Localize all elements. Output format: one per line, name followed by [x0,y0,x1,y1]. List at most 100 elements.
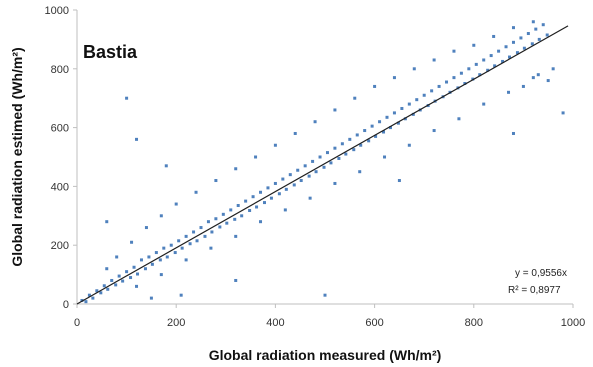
x-tick-label: 0 [74,317,80,329]
trendline [76,25,569,305]
data-point [392,111,396,115]
data-point [244,199,248,203]
data-point [486,68,490,72]
data-point [259,190,263,194]
trendline-equation: y = 0,9556x [515,268,567,279]
data-point [412,67,416,71]
data-point [114,283,118,287]
data-point [325,151,329,155]
data-point [117,274,121,278]
data-point [273,143,277,147]
data-point [322,165,326,169]
data-point [214,217,218,221]
data-point [358,170,362,174]
data-point [115,255,119,259]
data-point [162,246,166,250]
data-point [536,73,540,77]
data-point [388,126,392,130]
data-point [173,251,177,255]
data-point [269,196,273,200]
data-point [452,49,456,53]
data-point [218,225,222,229]
data-point [531,20,535,24]
r-squared-label: R² = 0,8977 [508,285,561,296]
data-point [411,112,415,116]
data-point [307,174,311,178]
x-tick-label: 800 [465,317,483,329]
data-point [174,202,178,206]
data-point [234,167,238,171]
data-point [251,195,255,199]
x-tick-label: 600 [365,317,383,329]
data-point [355,133,359,137]
data-point [180,246,184,250]
data-point [288,173,292,177]
data-point [370,124,374,128]
data-point [463,82,467,85]
data-point [407,143,411,147]
data-point [303,164,307,168]
data-point [210,230,214,234]
data-point [551,67,555,71]
data-point [254,155,258,159]
data-point [236,204,240,208]
data-point [149,296,153,300]
data-point [292,183,296,187]
data-point [323,293,327,297]
data-point [489,54,493,58]
y-tick-label: 600 [51,123,69,135]
y-tick-label: 400 [51,181,69,193]
data-point [378,120,382,124]
data-point [333,108,337,112]
data-point [392,76,396,80]
data-point [273,181,277,185]
data-point [281,177,285,181]
data-point [482,58,486,62]
data-point [169,243,173,247]
data-point [199,226,203,230]
y-tick-label: 1000 [45,5,69,17]
data-point [478,73,482,77]
data-point [225,221,229,225]
data-point [522,46,526,50]
data-point [329,161,333,165]
data-point [159,273,163,277]
data-point [233,217,237,221]
data-point [188,242,192,246]
data-point [125,270,129,274]
data-point [504,45,508,49]
data-point [492,34,496,38]
data-point [396,121,400,125]
data-point [373,84,377,88]
data-point [240,214,244,218]
data-point [308,196,312,200]
chart-title: Bastia [83,42,138,62]
data-point [105,267,109,271]
data-point [179,293,183,297]
data-points [80,20,565,304]
data-point [158,258,162,262]
data-point [209,246,213,250]
data-point [472,43,476,47]
data-point [383,155,387,159]
data-point [99,291,103,295]
y-tick-label: 200 [51,240,69,252]
data-point [497,49,501,53]
data-point [206,220,210,224]
data-point [299,179,303,183]
data-point [318,155,322,159]
data-point [385,115,389,119]
data-point [340,142,344,146]
data-point [221,212,225,216]
y-tick-label: 0 [63,299,69,311]
data-point [277,192,281,196]
data-point [177,239,181,243]
data-point [248,209,252,213]
data-point [432,58,436,62]
data-point [353,96,357,100]
data-point [266,186,270,190]
data-point [283,208,287,212]
data-point [445,80,449,84]
data-point [531,76,535,80]
